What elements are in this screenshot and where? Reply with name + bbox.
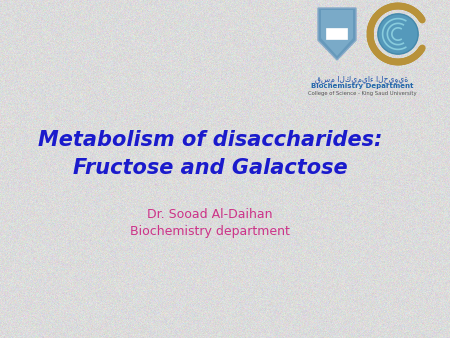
FancyBboxPatch shape	[326, 28, 347, 39]
Text: Dr. Sooad Al-Daihan: Dr. Sooad Al-Daihan	[147, 209, 273, 221]
Circle shape	[378, 14, 418, 54]
Text: Fructose and Galactose: Fructose and Galactose	[73, 158, 347, 178]
Text: Metabolism of disaccharides:: Metabolism of disaccharides:	[38, 130, 382, 150]
Text: College of Science - King Saud University: College of Science - King Saud Universit…	[308, 91, 416, 96]
Text: قسم الكيمياء الحيوية: قسم الكيمياء الحيوية	[315, 75, 409, 84]
Polygon shape	[321, 10, 353, 56]
Text: Biochemistry department: Biochemistry department	[130, 225, 290, 239]
Polygon shape	[318, 8, 356, 60]
Text: Biochemistry Department: Biochemistry Department	[311, 83, 413, 89]
